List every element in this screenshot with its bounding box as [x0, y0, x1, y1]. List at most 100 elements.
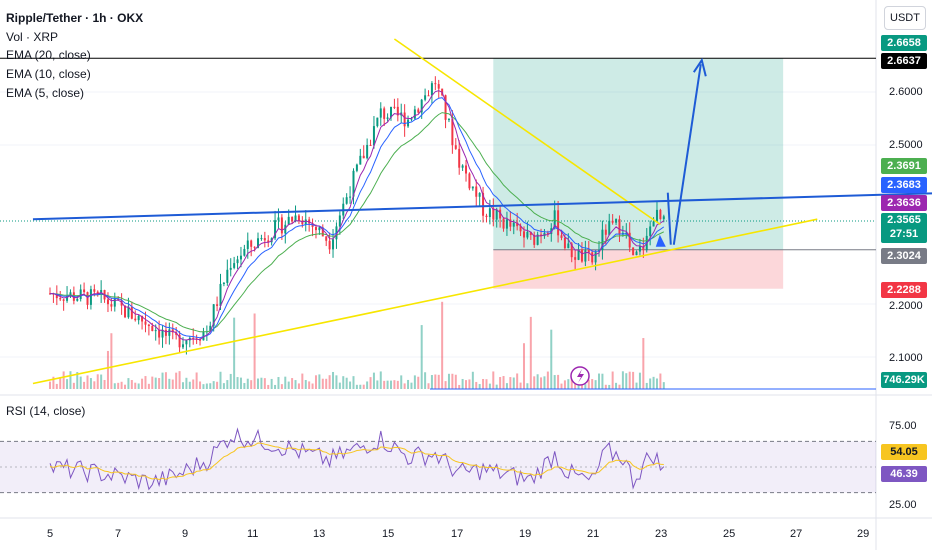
tag-rsi-ma: 54.05 [881, 444, 927, 460]
tag-last-price: 2.3565 27:51 [881, 213, 927, 243]
volume-bar [655, 378, 658, 389]
volume-bar [229, 373, 232, 389]
volume-bar [270, 378, 273, 389]
candle-body [638, 246, 641, 252]
candle-body [519, 226, 522, 232]
volume-bar [499, 377, 502, 389]
volume-bar [393, 380, 396, 389]
volume-bar [458, 384, 461, 389]
volume-bar [390, 380, 392, 389]
volume-bar [246, 378, 249, 389]
candle-body [55, 293, 58, 299]
candle-body [655, 209, 658, 222]
trendline-resistance [393, 38, 661, 226]
volume-bar [192, 379, 195, 389]
volume-bar [526, 383, 529, 389]
volume-bar [550, 329, 553, 389]
volume-bar [628, 371, 631, 389]
candle-body [662, 216, 665, 220]
volume-bar [178, 371, 181, 389]
candle-body [580, 249, 583, 262]
legend-ema5: EMA (5, close) [6, 86, 85, 100]
volume-bar [274, 384, 277, 389]
volume-bar [379, 371, 382, 389]
volume-bar [362, 384, 365, 389]
candle-body [158, 330, 161, 338]
volume-bar [69, 371, 72, 389]
volume-bar [407, 379, 410, 389]
candle-body [512, 222, 515, 227]
x-tick: 19 [519, 528, 532, 540]
candle-body [110, 304, 113, 307]
candle-body [574, 257, 577, 260]
volume-bar [52, 376, 55, 389]
volume-bar [352, 376, 355, 389]
candle-body [328, 240, 331, 250]
candle-body [502, 218, 505, 229]
candle-body [250, 240, 253, 247]
legend-rsi: RSI (14, close) [6, 404, 86, 418]
volume-bar [420, 325, 423, 389]
volume-bar [492, 371, 495, 389]
volume-bar [188, 381, 191, 389]
candle-body [100, 290, 103, 294]
tag-target: 2.6637 [881, 53, 927, 69]
volume-bar [400, 375, 403, 389]
candle-body [417, 109, 420, 113]
volume-bar [642, 338, 645, 389]
candle-body [533, 234, 536, 245]
countdown-timer: 27:51 [889, 228, 919, 240]
candle-body [529, 231, 532, 235]
candle-body [362, 155, 365, 159]
volume-bar [243, 383, 246, 389]
volume-bar [591, 379, 594, 389]
volume-bar [335, 375, 338, 389]
projection-drop [666, 192, 672, 245]
tag-ema20: 2.3691 [881, 158, 927, 174]
candle-body [59, 298, 62, 300]
trendline-channel [32, 192, 932, 221]
volume-bar [512, 377, 515, 389]
volume-bar [284, 376, 287, 389]
candle-body [461, 165, 464, 168]
volume-bar [662, 382, 665, 389]
legend-vol: Vol · XRP [6, 30, 59, 44]
price-tick: 2.1000 [889, 352, 923, 364]
candle-body [96, 291, 99, 294]
ema10-line [50, 97, 665, 339]
candle-body [243, 248, 246, 256]
volume-bar [372, 372, 375, 389]
tag-rsi: 46.39 [881, 466, 927, 482]
candle-body [79, 289, 82, 299]
volume-bar [55, 383, 58, 389]
candle-body [604, 229, 607, 235]
candle-body [540, 234, 543, 237]
volume-bar [659, 373, 662, 389]
candle-body [652, 221, 655, 227]
candle-body [424, 95, 427, 100]
volume-bar [151, 376, 154, 389]
rsi-tick: 25.00 [889, 499, 917, 511]
tag-stop: 2.2288 [881, 282, 927, 298]
x-tick: 17 [451, 528, 464, 540]
volume-bar [175, 372, 178, 389]
candle-body [349, 196, 352, 198]
currency-button[interactable]: USDT [884, 6, 926, 30]
volume-bar [89, 378, 92, 389]
candle-body [86, 292, 89, 305]
volume-bar [587, 379, 590, 389]
candle-body [430, 83, 433, 96]
volume-bar [304, 379, 307, 389]
volume-bar [621, 371, 624, 389]
candle-body [76, 298, 79, 301]
candle-body [584, 250, 587, 262]
volume-bar [291, 378, 294, 389]
candle-body [147, 324, 150, 327]
volume-bar [338, 382, 341, 389]
volume-bar [355, 384, 358, 389]
candle-body [185, 340, 188, 345]
candle-body [468, 173, 471, 189]
candle-body [458, 148, 461, 168]
tag-volume: 746.29K [881, 372, 927, 388]
